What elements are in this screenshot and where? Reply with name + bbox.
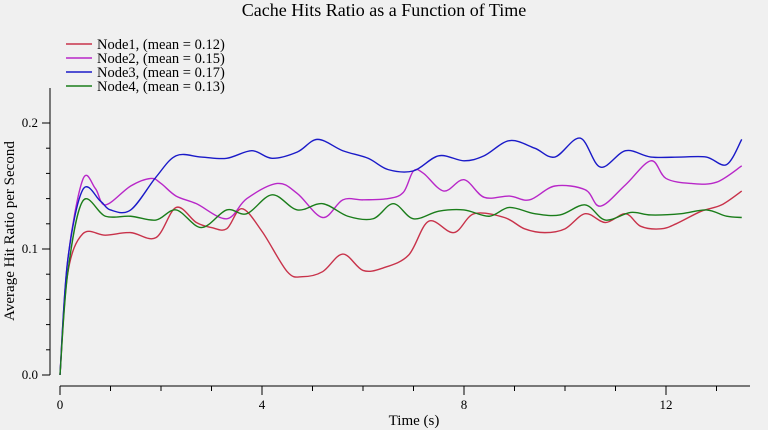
series-line-node2 — [59, 160, 743, 376]
legend-label: Node3, (mean = 0.17) — [97, 65, 225, 81]
x-tick-label: 12 — [660, 397, 673, 412]
series-line-node4 — [59, 194, 742, 376]
y-axis-label: Average Hit Ratio per Second — [2, 141, 18, 321]
y-ticks: 0.0 0.1 0.2 — [22, 115, 50, 382]
y-tick-label: 0.2 — [22, 115, 38, 130]
chart-title: Cache Hits Ratio as a Function of Time — [242, 0, 526, 20]
x-tick-label: 8 — [461, 397, 468, 412]
x-axis-label: Time (s) — [389, 413, 440, 429]
y-tick-label: 0.1 — [22, 241, 38, 256]
x-tick-label: 0 — [57, 397, 64, 412]
legend: Node1, (mean = 0.12)Node2, (mean = 0.15)… — [66, 37, 225, 95]
legend-label: Node2, (mean = 0.15) — [97, 51, 225, 67]
x-tick-label: 4 — [259, 397, 266, 412]
legend-label: Node4, (mean = 0.13) — [97, 79, 225, 95]
y-tick-label: 0.0 — [22, 367, 38, 382]
legend-label: Node1, (mean = 0.12) — [97, 37, 225, 53]
series-line-node3 — [59, 137, 743, 376]
x-ticks: 0 4 8 12 — [57, 386, 717, 412]
series-line-node1 — [59, 190, 743, 376]
series-lines — [59, 137, 743, 376]
